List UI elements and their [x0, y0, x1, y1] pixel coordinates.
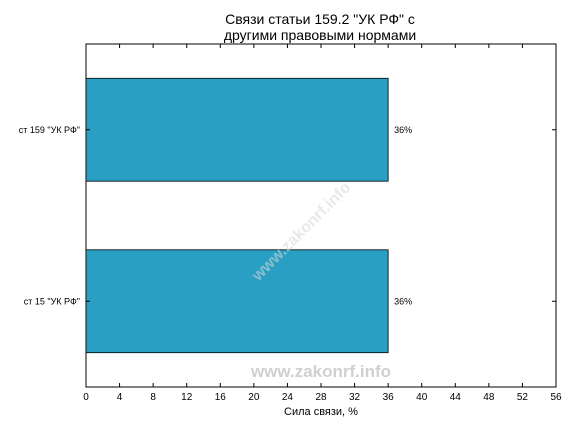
chart-title-line: другими правовыми нормами — [224, 27, 416, 43]
x-tick-label: 8 — [150, 392, 156, 403]
x-tick-label: 28 — [315, 392, 327, 403]
x-tick-label: 0 — [83, 392, 89, 403]
category-label: ст 15 "УК РФ" — [24, 296, 80, 306]
x-tick-label: 20 — [248, 392, 260, 403]
x-tick-label: 12 — [181, 392, 193, 403]
x-tick-label: 36 — [383, 392, 395, 403]
x-axis: 0 4 8 12 16 20 24 28 32 36 40 44 48 52 56 — [83, 44, 562, 403]
bars-group: 36% 36% — [85, 77, 412, 354]
x-tick-label: 4 — [117, 392, 123, 403]
chart-title-line: Связи статьи 159.2 "УК РФ" с — [225, 11, 415, 27]
x-tick-label: 16 — [215, 392, 227, 403]
x-tick-label: 32 — [349, 392, 361, 403]
x-tick-label: 40 — [416, 392, 428, 403]
y-axis: ст 159 "УК РФ" ст 15 "УК РФ" — [19, 125, 556, 306]
x-tick-label: 48 — [483, 392, 495, 403]
x-tick-label: 44 — [450, 392, 462, 403]
x-tick-label: 24 — [282, 392, 294, 403]
bar — [85, 77, 389, 182]
x-tick-label: 52 — [517, 392, 529, 403]
x-tick-label: 56 — [550, 392, 562, 403]
category-label: ст 159 "УК РФ" — [19, 125, 80, 135]
x-axis-label: Сила связи, % — [284, 406, 358, 418]
bar-value-label: 36% — [394, 125, 412, 135]
watermark: www.zakonrf.info — [250, 362, 391, 381]
bar-value-label: 36% — [394, 296, 412, 306]
bar — [85, 249, 389, 354]
